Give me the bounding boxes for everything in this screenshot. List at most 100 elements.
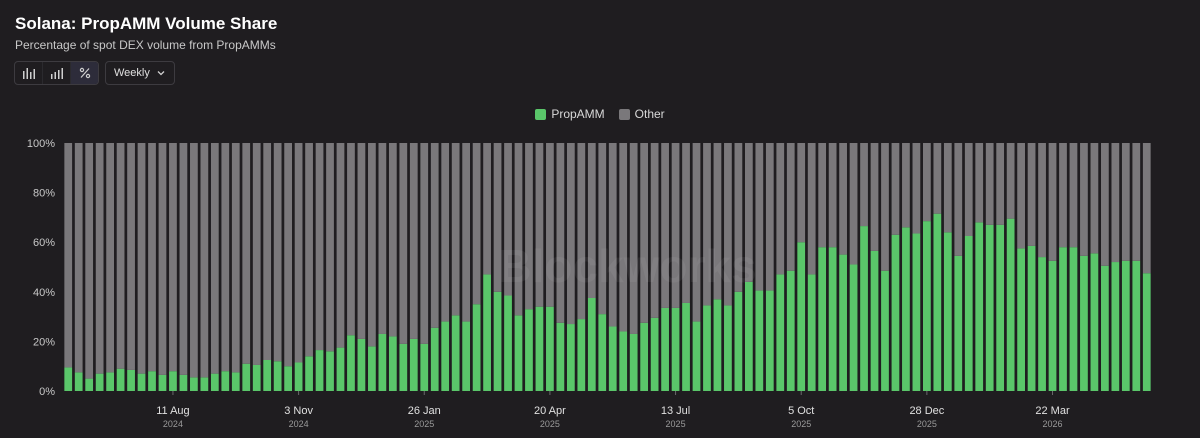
bar-propamm[interactable] xyxy=(493,291,502,391)
bar-other[interactable] xyxy=(818,143,827,248)
bar-group[interactable] xyxy=(451,143,460,391)
bar-other[interactable] xyxy=(849,143,858,265)
bar-other[interactable] xyxy=(169,143,177,372)
bar-propamm[interactable] xyxy=(95,373,104,391)
bar-other[interactable] xyxy=(1038,143,1046,258)
bar-other[interactable] xyxy=(399,143,408,344)
bar-other[interactable] xyxy=(828,143,837,248)
bar-group[interactable] xyxy=(420,143,429,391)
bar-propamm[interactable] xyxy=(975,222,984,391)
bar-propamm[interactable] xyxy=(1069,247,1078,391)
bar-propamm[interactable] xyxy=(85,378,94,391)
bar-group[interactable] xyxy=(807,143,816,391)
legend-item-other[interactable]: Other xyxy=(618,107,665,121)
bar-propamm[interactable] xyxy=(546,306,554,391)
bar-other[interactable] xyxy=(797,143,806,243)
bar-propamm[interactable] xyxy=(891,234,900,391)
bar-other[interactable] xyxy=(964,143,973,236)
bar-other[interactable] xyxy=(347,143,355,336)
bar-other[interactable] xyxy=(305,143,313,357)
bar-propamm[interactable] xyxy=(1038,257,1046,391)
bar-propamm[interactable] xyxy=(399,343,408,391)
bar-group[interactable] xyxy=(1142,143,1151,391)
bar-group[interactable] xyxy=(483,143,491,391)
bar-other[interactable] xyxy=(556,143,565,323)
bar-propamm[interactable] xyxy=(556,322,565,391)
bar-propamm[interactable] xyxy=(430,327,439,391)
bar-propamm[interactable] xyxy=(839,254,847,391)
bar-propamm[interactable] xyxy=(231,372,240,391)
bar-group[interactable] xyxy=(1111,143,1120,391)
bar-propamm[interactable] xyxy=(734,291,743,391)
bar-propamm[interactable] xyxy=(1017,248,1025,391)
bar-propamm[interactable] xyxy=(116,368,125,391)
bar-group[interactable] xyxy=(231,143,240,391)
bar-propamm[interactable] xyxy=(190,377,198,391)
bar-propamm[interactable] xyxy=(1111,262,1120,391)
bar-other[interactable] xyxy=(326,143,334,352)
bar-other[interactable] xyxy=(451,143,460,316)
bar-propamm[interactable] xyxy=(744,281,753,391)
bar-other[interactable] xyxy=(116,143,125,369)
bar-propamm[interactable] xyxy=(148,371,156,391)
bar-other[interactable] xyxy=(943,143,952,233)
bar-propamm[interactable] xyxy=(828,247,837,391)
bar-other[interactable] xyxy=(263,143,272,360)
bar-other[interactable] xyxy=(1121,143,1130,261)
bar-propamm[interactable] xyxy=(1006,218,1015,391)
bar-group[interactable] xyxy=(692,143,701,391)
bar-group[interactable] xyxy=(546,143,554,391)
bar-other[interactable] xyxy=(923,143,931,222)
bar-propamm[interactable] xyxy=(703,305,711,391)
bar-group[interactable] xyxy=(1006,143,1015,391)
bar-group[interactable] xyxy=(828,143,837,391)
bar-propamm[interactable] xyxy=(315,350,324,391)
bar-other[interactable] xyxy=(996,143,1005,225)
bar-group[interactable] xyxy=(912,143,921,391)
bar-other[interactable] xyxy=(472,143,481,305)
bar-other[interactable] xyxy=(525,143,533,310)
bar-other[interactable] xyxy=(148,143,156,372)
bar-group[interactable] xyxy=(629,143,638,391)
bar-propamm[interactable] xyxy=(326,351,334,391)
bar-group[interactable] xyxy=(608,143,617,391)
bar-propamm[interactable] xyxy=(598,314,607,391)
bar-propamm[interactable] xyxy=(263,360,272,391)
bar-group[interactable] xyxy=(1027,143,1036,391)
bar-other[interactable] xyxy=(1027,143,1036,246)
bar-group[interactable] xyxy=(1090,143,1099,391)
bar-other[interactable] xyxy=(74,143,83,373)
bar-group[interactable] xyxy=(368,143,376,391)
bar-other[interactable] xyxy=(493,143,502,292)
bar-other[interactable] xyxy=(1132,143,1141,261)
bar-propamm[interactable] xyxy=(472,304,481,391)
bar-other[interactable] xyxy=(294,143,303,363)
bar-propamm[interactable] xyxy=(870,250,879,391)
bar-group[interactable] xyxy=(765,143,774,391)
bar-other[interactable] xyxy=(273,143,282,362)
bar-other[interactable] xyxy=(179,143,188,375)
bar-group[interactable] xyxy=(1121,143,1130,391)
bar-group[interactable] xyxy=(252,143,261,391)
bar-other[interactable] xyxy=(357,143,366,339)
bar-other[interactable] xyxy=(671,143,680,308)
bar-group[interactable] xyxy=(284,143,293,391)
bar-group[interactable] xyxy=(106,143,114,391)
bar-other[interactable] xyxy=(284,143,293,367)
bar-other[interactable] xyxy=(388,143,397,337)
bar-group[interactable] xyxy=(577,143,586,391)
bar-propamm[interactable] xyxy=(514,315,523,391)
bar-group[interactable] xyxy=(179,143,188,391)
bar-other[interactable] xyxy=(703,143,711,306)
bar-other[interactable] xyxy=(221,143,230,372)
bar-group[interactable] xyxy=(74,143,83,391)
bar-propamm[interactable] xyxy=(671,307,680,391)
bar-propamm[interactable] xyxy=(273,361,282,391)
bar-group[interactable] xyxy=(336,143,345,391)
bar-other[interactable] xyxy=(1101,143,1109,266)
bar-group[interactable] xyxy=(1132,143,1141,391)
bar-propamm[interactable] xyxy=(1132,260,1141,391)
bar-group[interactable] xyxy=(587,143,596,391)
bar-other[interactable] xyxy=(158,143,167,375)
bar-group[interactable] xyxy=(399,143,408,391)
